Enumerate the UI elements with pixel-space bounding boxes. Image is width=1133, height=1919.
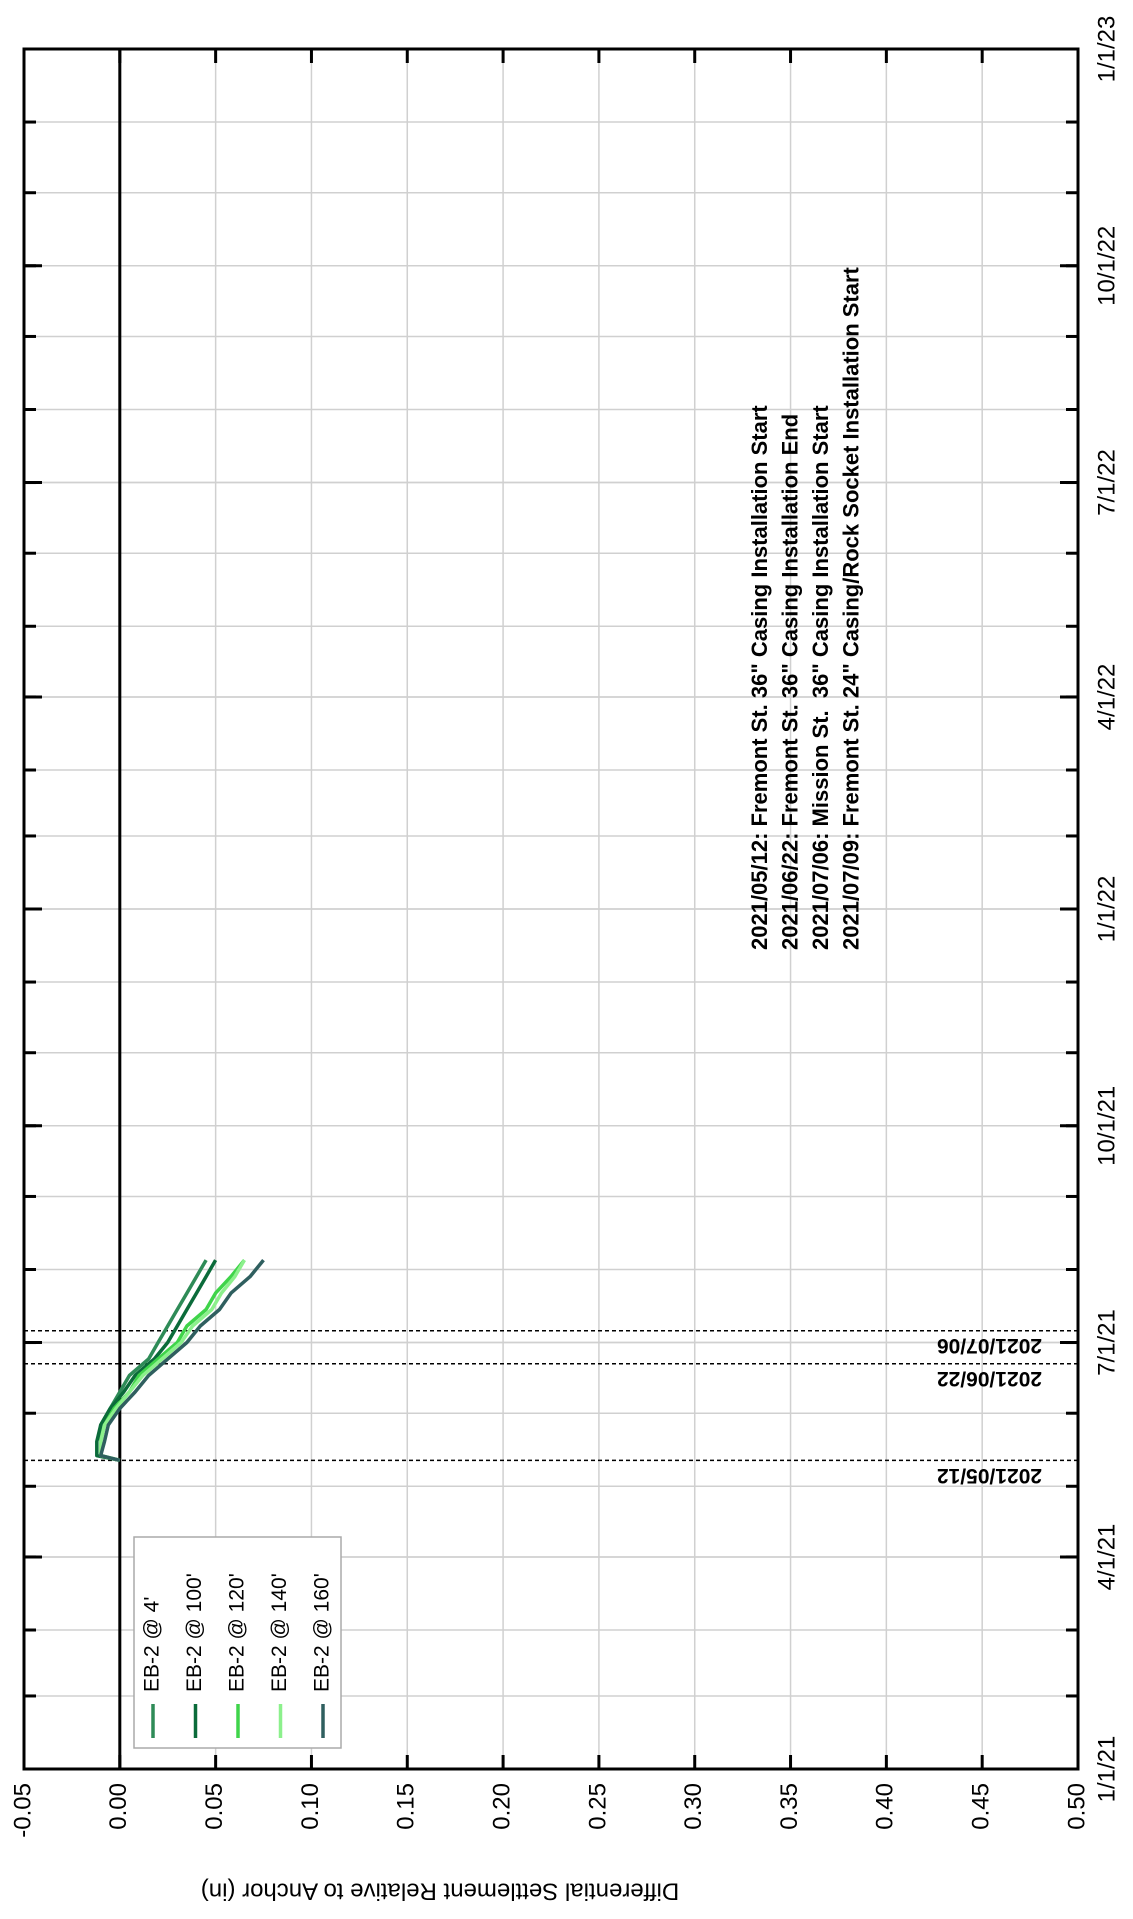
series-line: [98, 1259, 246, 1462]
x-tick-label: 1/1/22: [1093, 876, 1120, 943]
plot-frame: [22, 47, 1080, 1771]
y-axis-title: Differential Settlement Relative to Anch…: [201, 1878, 679, 1905]
y-tick-label: 0.10: [297, 1783, 324, 1830]
legend-label: EB-2 @ 100': [183, 1573, 206, 1692]
legend-label: EB-2 @ 140': [268, 1573, 291, 1692]
x-tick-label: 1/1/23: [1093, 16, 1120, 83]
x-tick-label: 10/1/21: [1093, 1086, 1120, 1166]
legend-label: EB-2 @ 4': [141, 1597, 164, 1692]
y-tick-label: 0.20: [488, 1783, 515, 1830]
annotation: 2021/06/22: Fremont St. 36" Casing Insta…: [777, 414, 802, 950]
x-tick-label: 7/1/21: [1093, 1309, 1120, 1376]
series-line: [98, 1258, 265, 1462]
legend-label: EB-2 @ 160': [311, 1573, 334, 1692]
event-label: 2021/07/06: [937, 1334, 1042, 1357]
legend-label: EB-2 @ 120': [226, 1573, 249, 1692]
event-label: 2021/05/12: [937, 1464, 1042, 1487]
y-tick-label: 0.45: [968, 1783, 995, 1830]
annotation: 2021/07/09: Fremont St. 24" Casing/Rock …: [838, 266, 863, 950]
y-tick-label: 0.35: [776, 1783, 803, 1830]
x-tick-label: 4/1/21: [1093, 1524, 1120, 1591]
x-tick-label: 10/1/22: [1093, 226, 1120, 306]
annotation: 2021/07/06: Mission St. 36" Casing Insta…: [808, 405, 833, 950]
x-tick-label: 7/1/22: [1093, 449, 1120, 516]
y-tick-label: 0.30: [680, 1783, 707, 1830]
series-line: [95, 1259, 218, 1463]
y-tick-label: 0.40: [872, 1783, 899, 1830]
y-tick-label: 0.05: [201, 1783, 228, 1830]
y-tick-label: 0.25: [584, 1783, 611, 1830]
y-tick-label: 0.50: [1063, 1783, 1090, 1830]
y-tick-label: 0.00: [105, 1783, 132, 1830]
x-tick-label: 4/1/22: [1093, 664, 1120, 731]
event-label: 2021/06/22: [937, 1367, 1042, 1390]
x-tick-label: 1/1/21: [1093, 1736, 1120, 1803]
y-tick-label: -0.05: [9, 1783, 36, 1838]
y-tick-label: 0.15: [393, 1783, 420, 1830]
annotation: 2021/05/12: Fremont St. 36" Casing Insta…: [747, 405, 772, 950]
